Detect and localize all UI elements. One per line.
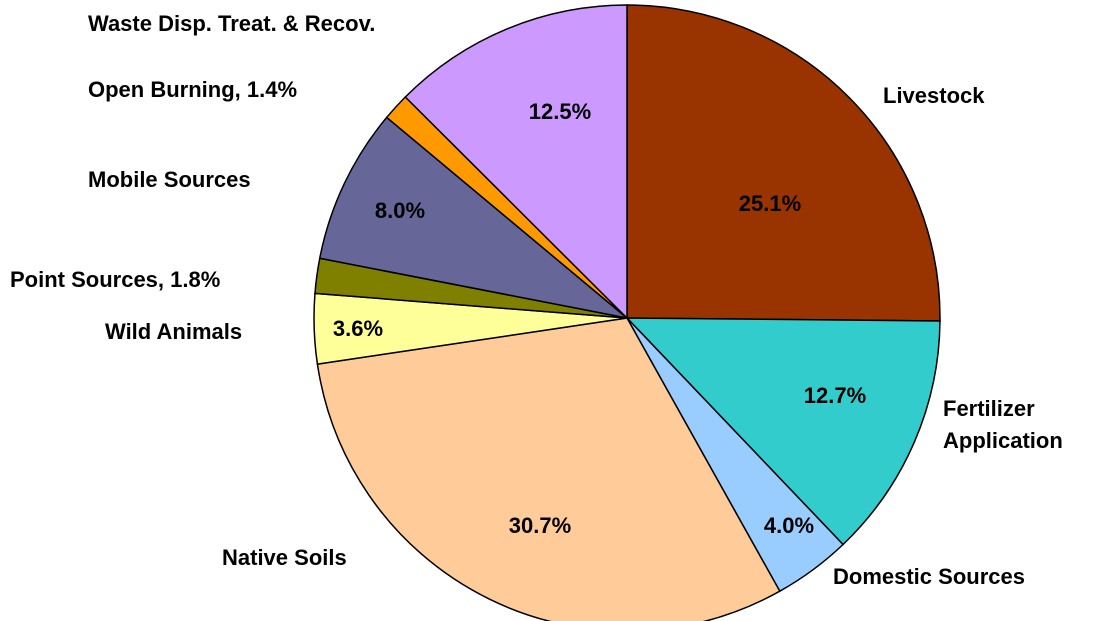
value-label: 30.7% xyxy=(509,513,571,538)
slice-label: Waste Disp. Treat. & Recov. xyxy=(88,11,376,36)
slice-label: Native Soils xyxy=(222,545,347,570)
pie-slice xyxy=(316,317,781,621)
value-label: 3.6% xyxy=(333,316,383,341)
slice-label: Mobile Sources xyxy=(88,167,251,192)
pie-slice xyxy=(625,317,941,546)
slice-label: Wild Animals xyxy=(105,319,243,344)
pie-slice xyxy=(626,4,941,322)
slice-label: Point Sources, 1.8% xyxy=(10,267,221,292)
value-label: 8.0% xyxy=(375,198,425,223)
value-label: 4.0% xyxy=(764,513,814,538)
value-label: 12.7% xyxy=(804,383,866,408)
value-label: 12.5% xyxy=(529,99,591,124)
slice-label: Domestic Sources xyxy=(833,564,1025,589)
pie-slice xyxy=(404,4,628,320)
slice-label: Fertilizer Application xyxy=(943,396,1063,453)
slice-label: Open Burning, 1.4% xyxy=(88,77,298,102)
slice-label: Livestock xyxy=(883,83,985,108)
value-label: 25.1% xyxy=(739,191,801,216)
pie-slice xyxy=(318,116,628,319)
